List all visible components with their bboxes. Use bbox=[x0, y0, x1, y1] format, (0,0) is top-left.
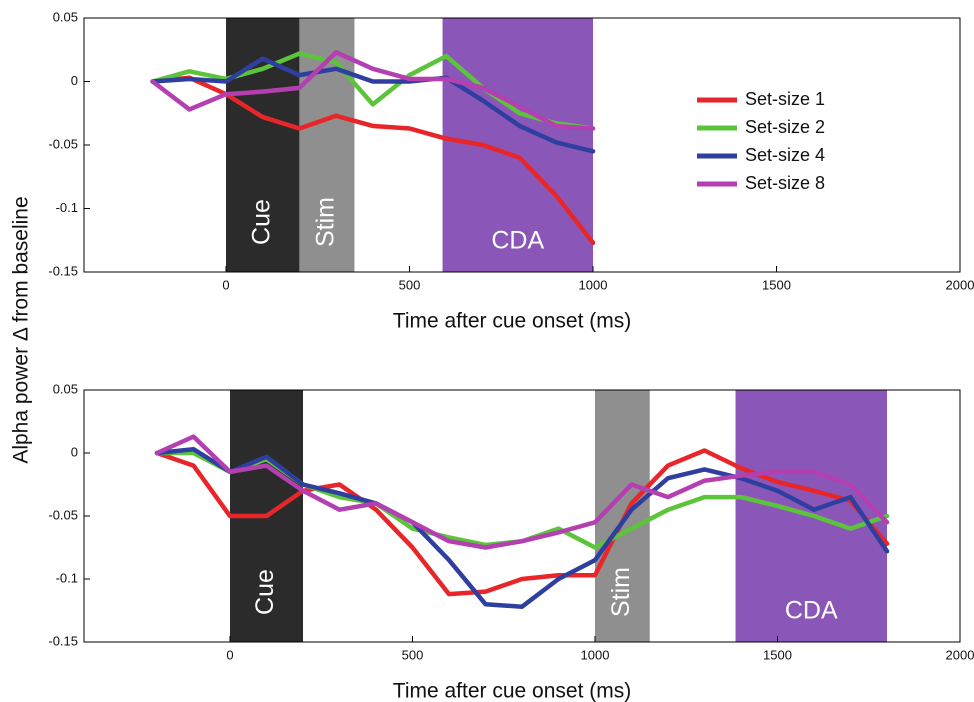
x-tick-label: 1000 bbox=[581, 647, 610, 662]
region-label: Stim bbox=[312, 197, 340, 247]
x-tick-label: 0 bbox=[222, 277, 229, 292]
y-tick-label: -0.1 bbox=[56, 570, 78, 585]
region-label: CDA bbox=[785, 597, 838, 625]
region-label: Cue bbox=[247, 199, 275, 245]
x-tick-label: 1000 bbox=[579, 277, 608, 292]
x-tick-label: 2000 bbox=[946, 277, 974, 292]
legend-label: Set-size 1 bbox=[745, 89, 825, 109]
x-axis-label: Time after cue onset (ms) bbox=[393, 680, 631, 702]
y-tick-label: 0 bbox=[71, 73, 78, 88]
y-tick-label: 0.05 bbox=[53, 9, 78, 24]
x-tick-label: 0 bbox=[226, 647, 233, 662]
y-tick-label: -0.05 bbox=[48, 136, 78, 151]
legend-label: Set-size 2 bbox=[745, 117, 825, 137]
x-axis-label: Time after cue onset (ms) bbox=[393, 310, 631, 333]
region-label: Cue bbox=[251, 569, 279, 615]
x-tick-label: 1500 bbox=[763, 647, 792, 662]
data-line bbox=[154, 446, 890, 609]
data-line bbox=[150, 56, 596, 154]
y-tick-label: -0.15 bbox=[48, 633, 78, 648]
y-tick-label: 0.05 bbox=[53, 381, 78, 396]
x-tick-label: 500 bbox=[402, 647, 424, 662]
y-tick-label: -0.05 bbox=[48, 507, 78, 522]
y-tick-label: -0.15 bbox=[48, 263, 78, 278]
y-axis-label: Alpha power Δ from baseline bbox=[10, 196, 33, 463]
legend-label: Set-size 8 bbox=[745, 173, 825, 193]
data-line bbox=[154, 448, 890, 597]
y-tick-label: -0.1 bbox=[56, 200, 78, 215]
data-line bbox=[150, 50, 596, 131]
legend-label: Set-size 4 bbox=[745, 145, 825, 165]
region-label: Stim bbox=[607, 567, 635, 617]
x-tick-label: 500 bbox=[399, 277, 421, 292]
y-tick-label: 0 bbox=[71, 444, 78, 459]
x-tick-label: 1500 bbox=[762, 277, 791, 292]
region-label: CDA bbox=[491, 227, 544, 255]
data-line bbox=[154, 434, 890, 550]
x-tick-label: 2000 bbox=[946, 647, 974, 662]
